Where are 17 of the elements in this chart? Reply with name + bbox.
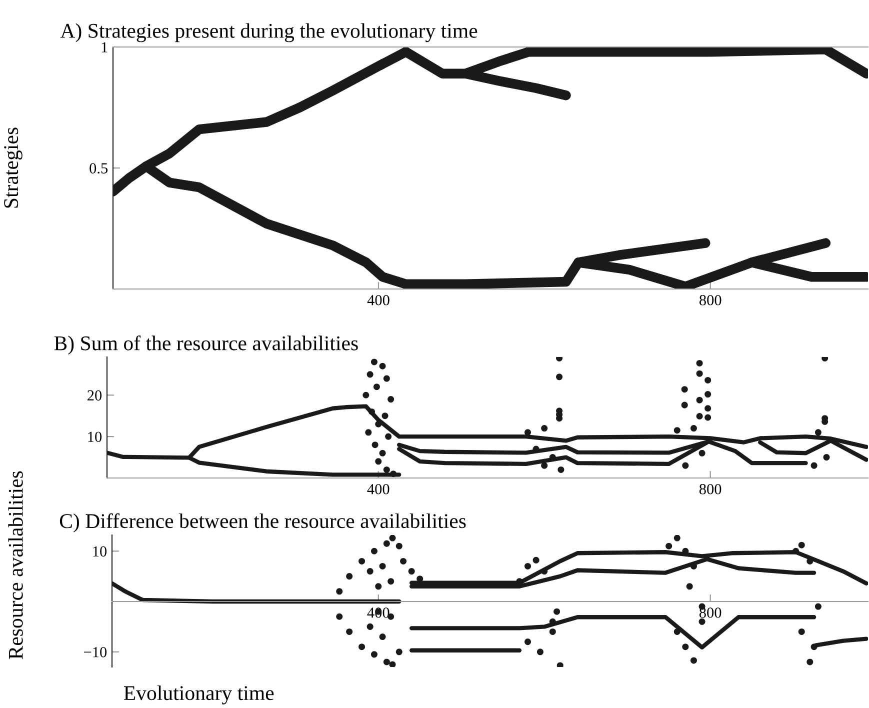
y-tick-label: 20 — [88, 390, 102, 401]
x-tick-label: 800 — [699, 294, 722, 306]
chart-title: C) Difference between the resource availabilities — [60, 513, 466, 532]
chart-title: A) Strategies present during the evolutionary time — [60, 23, 478, 42]
chart-title: B) Sum of the resource availabilities — [54, 335, 358, 355]
y-axis-title: Resource availabilities — [8, 471, 23, 660]
y-tick-label: 0.5 — [90, 163, 108, 174]
x-tick-label: 400 — [367, 294, 390, 306]
y-tick-label: 10 — [88, 432, 102, 442]
y-tick-label: 10 — [93, 546, 107, 557]
x-axis-title: Evolutionary time — [124, 685, 274, 704]
x-tick-label: 800 — [699, 608, 722, 618]
x-tick-label: 800 — [699, 484, 722, 494]
x-tick-label: 400 — [367, 484, 390, 494]
y-tick-label: 1 — [102, 42, 108, 52]
y-axis-title: Strategies — [4, 128, 22, 208]
y-tick-label: −10 — [84, 647, 107, 658]
